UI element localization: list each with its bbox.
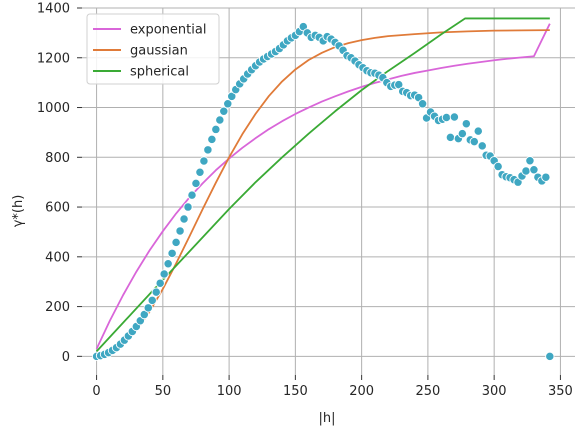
data-point: [168, 249, 176, 257]
data-point: [164, 260, 172, 268]
x-axis-label: |h|: [319, 411, 336, 426]
data-point: [184, 203, 192, 211]
x-tick-label: 100: [217, 384, 242, 399]
x-tick-label: 200: [349, 384, 374, 399]
data-point: [148, 296, 156, 304]
x-tick-label: 300: [482, 384, 507, 399]
data-point: [542, 173, 550, 181]
data-point: [204, 146, 212, 154]
data-point: [462, 120, 470, 128]
x-axis-ticks: 0 50 100 150 200 250 300 350: [92, 375, 572, 399]
data-point: [212, 125, 220, 133]
y-tick-label: 1000: [37, 101, 70, 116]
data-point: [180, 215, 188, 223]
data-point: [442, 113, 450, 121]
y-tick-label: 800: [45, 151, 70, 166]
y-tick-label: 0: [62, 350, 70, 365]
data-point: [160, 270, 168, 278]
legend: exponential gaussian spherical: [87, 14, 219, 84]
data-point: [446, 133, 454, 141]
data-point: [494, 162, 502, 170]
data-point: [172, 238, 180, 246]
data-point: [474, 127, 482, 135]
y-tick-label: 200: [45, 300, 70, 315]
y-tick-label: 400: [45, 250, 70, 265]
y-tick-label: 1200: [37, 51, 70, 66]
legend-label-spherical: spherical: [130, 65, 189, 80]
data-point: [418, 100, 426, 108]
data-point: [208, 135, 216, 143]
data-point: [546, 352, 554, 360]
data-point: [478, 142, 486, 150]
x-tick-label: 350: [548, 384, 573, 399]
data-point: [188, 191, 196, 199]
data-point: [450, 113, 458, 121]
y-tick-label: 1400: [37, 2, 70, 17]
data-point: [176, 227, 184, 235]
x-tick-label: 50: [155, 384, 172, 399]
data-point: [522, 167, 530, 175]
y-tick-label: 600: [45, 201, 70, 216]
data-point: [470, 137, 478, 145]
data-point: [526, 157, 534, 165]
x-tick-label: 250: [415, 384, 440, 399]
y-axis-ticks: 0 200 400 600 800 1000 1200 1400: [37, 2, 82, 365]
data-point: [156, 279, 164, 287]
data-point: [216, 116, 224, 124]
x-tick-label: 0: [92, 384, 100, 399]
y-axis-label: γ*(h): [11, 195, 26, 228]
data-point: [196, 168, 204, 176]
data-point: [192, 179, 200, 187]
data-point: [458, 129, 466, 137]
data-point: [152, 288, 160, 296]
legend-label-exponential: exponential: [130, 23, 206, 38]
x-tick-label: 150: [283, 384, 308, 399]
legend-label-gaussian: gaussian: [130, 44, 188, 59]
data-point: [200, 157, 208, 165]
